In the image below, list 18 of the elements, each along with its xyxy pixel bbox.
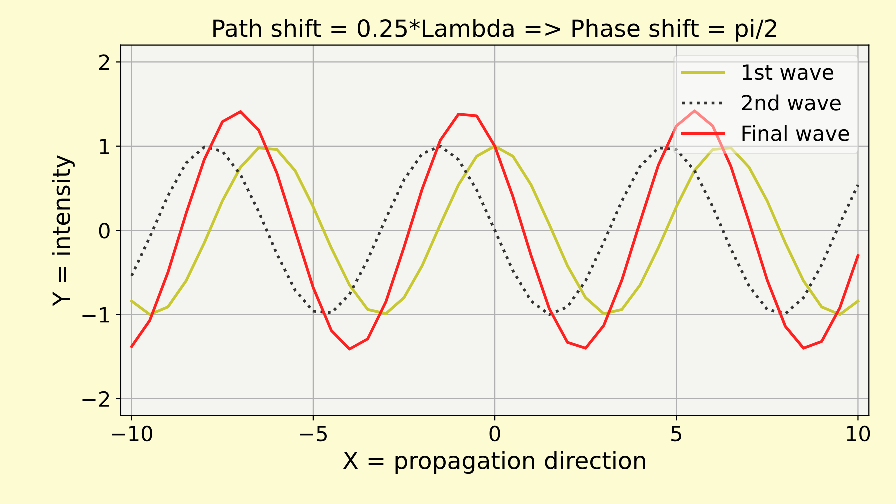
y-tick-label: −1	[82, 307, 110, 323]
legend-label: 2nd wave	[742, 94, 841, 111]
y-tick-label: 2	[100, 54, 110, 70]
x-axis-title: X = propagation direction	[343, 451, 646, 474]
x-tick-label: 0	[490, 426, 500, 442]
y-tick-label: −2	[82, 391, 110, 407]
x-tick-label: 5	[672, 426, 682, 442]
legend-label: 1st wave	[743, 64, 834, 80]
x-tick-label: −10	[112, 426, 152, 442]
chart-title: Path shift = 0.25*Lambda => Phase shift = pi/2	[214, 19, 776, 42]
y-axis-title: Y = intensity	[52, 155, 75, 306]
x-tick-label: −5	[300, 426, 327, 442]
y-tick-label: 0	[99, 223, 110, 239]
line-series	[130, 145, 860, 316]
line-series	[130, 110, 860, 351]
legend-label: Final wave	[742, 125, 850, 142]
y-tick-label: 1	[100, 139, 110, 154]
x-tick-label: 10	[847, 426, 870, 442]
